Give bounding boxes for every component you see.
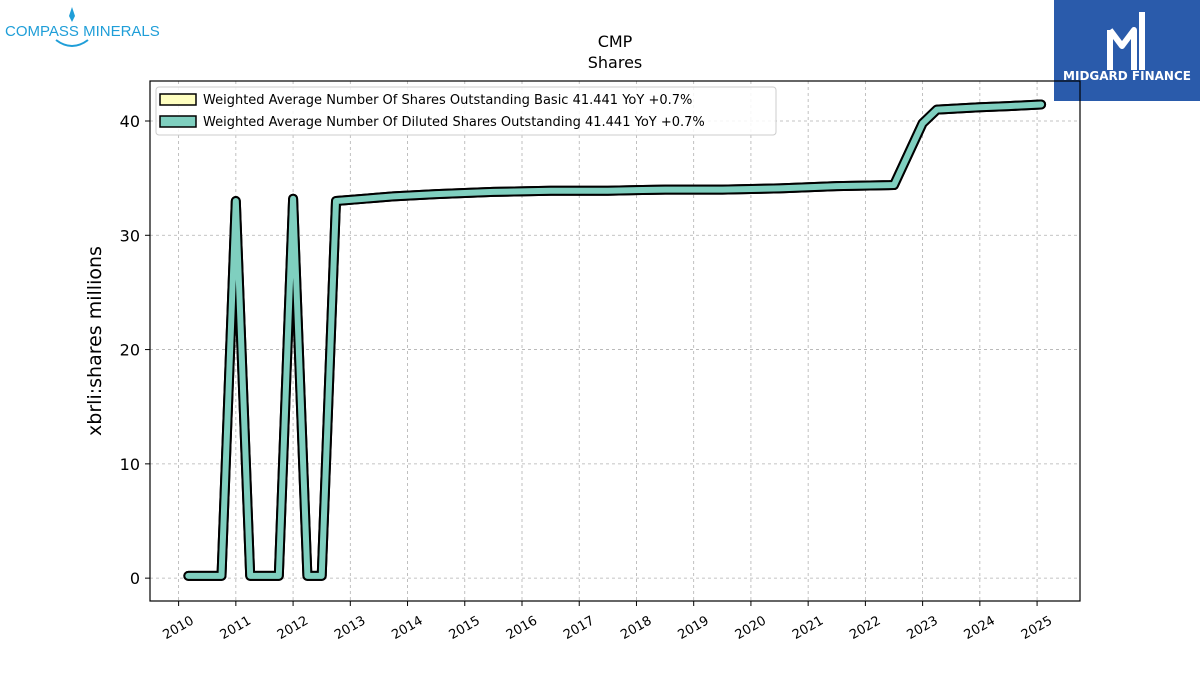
x-tick-label: 2011: [218, 613, 254, 643]
x-tick-label: 2015: [447, 613, 483, 643]
x-tick-label: 2023: [904, 613, 940, 643]
y-tick-label: 0: [130, 569, 140, 588]
legend-swatch-basic: [159, 93, 197, 106]
series-lines: [183, 99, 1047, 581]
legend-box: [155, 86, 777, 136]
legend: Weighted Average Number Of Shares Outsta…: [155, 86, 777, 136]
x-tick-label: 2017: [561, 613, 597, 643]
x-tick-label: 2021: [790, 613, 826, 643]
y-tick-label: 40: [120, 112, 140, 131]
chart-title: CMP: [598, 32, 633, 51]
x-tick-label: 2013: [332, 613, 368, 643]
series-line-basic-outline: [183, 99, 1047, 581]
x-tick-label: 2024: [962, 613, 998, 643]
x-tick-label: 2016: [504, 613, 540, 643]
grid-lines: [150, 81, 1080, 601]
chart-subtitle: Shares: [588, 53, 643, 72]
compass-star-icon: [55, 7, 89, 47]
x-tick-label: 2025: [1019, 613, 1055, 643]
x-tick-label: 2018: [618, 613, 654, 643]
midgard-finance-logo-text: MIDGARD FINANCE: [1063, 69, 1191, 83]
x-tick-label: 2010: [160, 613, 196, 643]
y-axis-label: xbrli:shares millions: [84, 246, 106, 436]
series-line-basic: [183, 99, 1047, 581]
compass-minerals-logo-text: COMPASS MINERALS: [5, 23, 160, 40]
legend-swatch-diluted: [159, 115, 197, 128]
midgard-finance-logo: MIDGARD FINANCE: [1054, 0, 1200, 101]
x-tick-label: 2020: [733, 613, 769, 643]
series-line-diluted-outline: [183, 99, 1047, 581]
midgard-m-icon: [1107, 12, 1145, 70]
x-tick-label: 2012: [275, 613, 311, 643]
legend-label-basic: Weighted Average Number Of Shares Outsta…: [203, 93, 692, 108]
series-line-basic-fill: [185, 101, 1045, 579]
y-tick-label: 20: [120, 341, 140, 360]
y-tick-label: 10: [120, 455, 140, 474]
x-tick-label: 2019: [676, 613, 712, 643]
series-line-diluted-fill: [185, 101, 1045, 579]
compass-minerals-logo: COMPASS MINERALS: [5, 7, 160, 47]
x-tick-label: 2022: [847, 613, 883, 643]
y-tick-label: 30: [120, 226, 140, 245]
x-tick-label: 2014: [389, 613, 425, 643]
series-line-diluted: [183, 99, 1047, 581]
plot-frame: [149, 80, 1081, 602]
legend-label-diluted: Weighted Average Number Of Diluted Share…: [203, 115, 705, 130]
